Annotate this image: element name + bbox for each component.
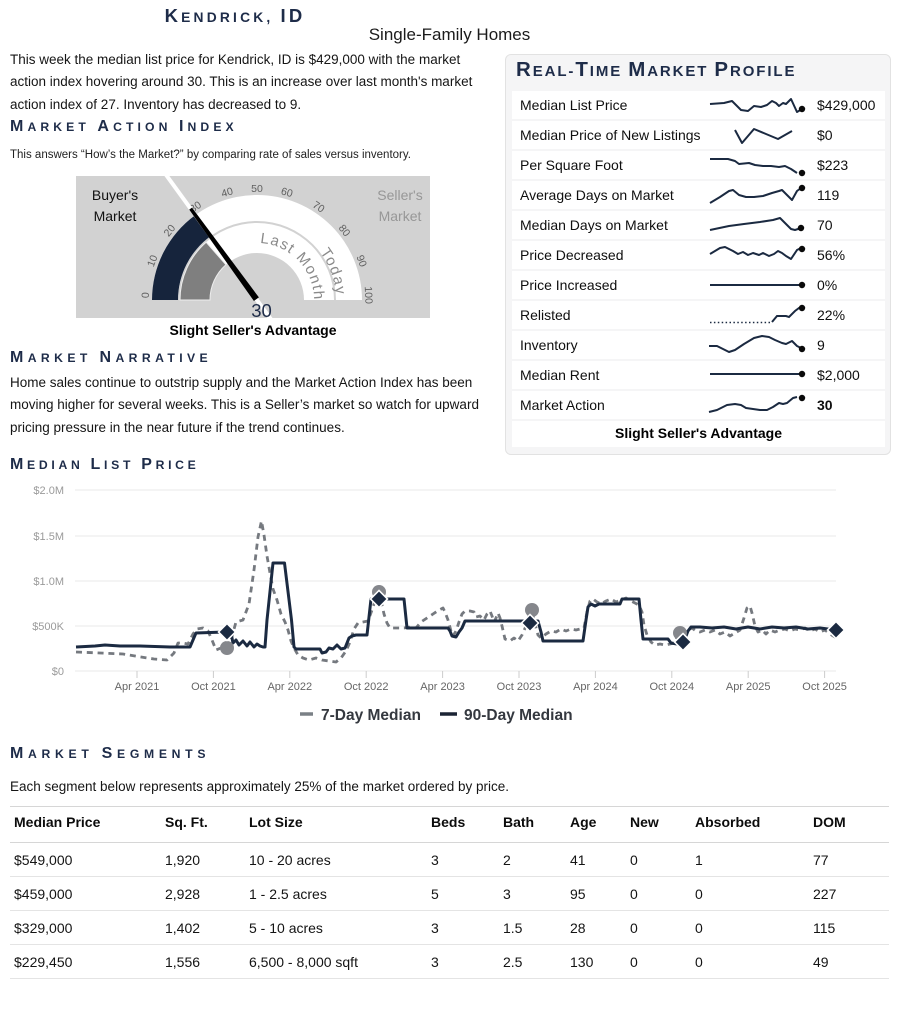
svg-text:7-Day Median: 7-Day Median xyxy=(321,707,421,724)
svg-text:$2.0M: $2.0M xyxy=(33,485,64,497)
svg-text:Oct 2025: Oct 2025 xyxy=(802,681,847,693)
svg-text:Apr 2021: Apr 2021 xyxy=(115,681,160,693)
svg-text:$1.0M: $1.0M xyxy=(33,576,64,588)
svg-text:Oct 2023: Oct 2023 xyxy=(497,681,542,693)
svg-text:60: 60 xyxy=(280,185,295,200)
svg-text:100: 100 xyxy=(362,286,375,304)
svg-text:Apr 2022: Apr 2022 xyxy=(267,681,312,693)
svg-text:30: 30 xyxy=(251,300,272,321)
svg-text:90: 90 xyxy=(354,253,369,268)
svg-text:Apr 2025: Apr 2025 xyxy=(726,681,771,693)
svg-text:Oct 2021: Oct 2021 xyxy=(191,681,236,693)
svg-text:Oct 2022: Oct 2022 xyxy=(344,681,389,693)
svg-text:70: 70 xyxy=(310,199,326,216)
svg-text:10: 10 xyxy=(145,253,160,268)
svg-text:Apr 2024: Apr 2024 xyxy=(573,681,618,693)
svg-text:40: 40 xyxy=(220,185,235,200)
svg-text:Apr 2023: Apr 2023 xyxy=(420,681,465,693)
svg-text:0: 0 xyxy=(140,292,152,299)
svg-text:$1.5M: $1.5M xyxy=(33,531,64,543)
svg-text:Oct 2024: Oct 2024 xyxy=(649,681,694,693)
svg-text:50: 50 xyxy=(251,183,263,195)
svg-text:$0: $0 xyxy=(52,666,64,678)
svg-text:90-Day Median: 90-Day Median xyxy=(464,707,573,724)
svg-text:$500K: $500K xyxy=(32,621,64,633)
